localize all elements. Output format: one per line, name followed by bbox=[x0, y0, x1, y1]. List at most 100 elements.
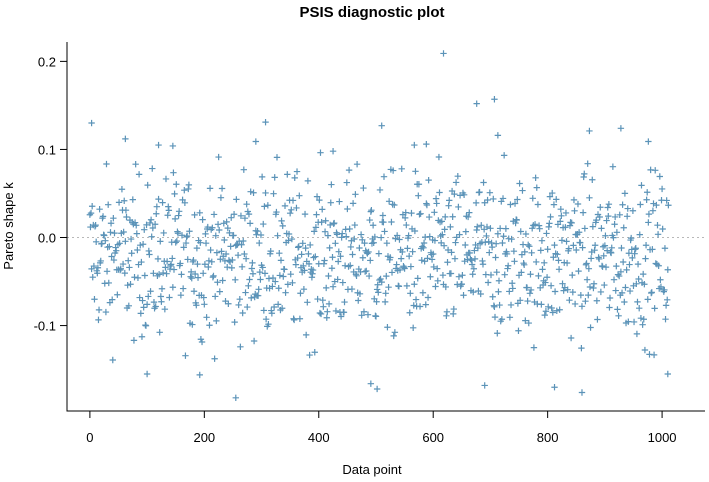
data-point bbox=[613, 262, 620, 270]
data-point bbox=[391, 329, 399, 336]
data-point bbox=[150, 298, 158, 306]
data-point bbox=[550, 201, 558, 208]
data-point bbox=[228, 214, 235, 221]
data-point bbox=[155, 141, 162, 149]
data-point bbox=[528, 225, 536, 232]
data-point bbox=[573, 246, 580, 254]
data-point bbox=[161, 306, 169, 313]
data-point bbox=[594, 316, 601, 323]
data-point bbox=[597, 204, 604, 211]
data-point bbox=[404, 245, 411, 252]
data-point bbox=[554, 251, 561, 258]
data-point bbox=[199, 216, 206, 223]
data-point bbox=[603, 247, 611, 254]
data-point bbox=[154, 255, 162, 263]
data-point bbox=[302, 244, 309, 252]
data-point bbox=[436, 189, 443, 196]
data-point bbox=[471, 247, 478, 254]
data-point bbox=[574, 200, 582, 208]
data-point bbox=[256, 239, 263, 247]
data-point bbox=[355, 297, 362, 304]
data-point bbox=[364, 311, 372, 318]
data-point bbox=[516, 180, 523, 187]
x-tick-label: 800 bbox=[537, 430, 559, 445]
data-point bbox=[327, 199, 334, 206]
data-point bbox=[332, 307, 340, 315]
data-point bbox=[245, 210, 253, 218]
data-point bbox=[494, 132, 502, 139]
data-point bbox=[532, 174, 539, 182]
data-point bbox=[486, 189, 494, 196]
data-point bbox=[385, 283, 392, 291]
data-point bbox=[499, 239, 506, 247]
data-point bbox=[209, 224, 216, 231]
data-point bbox=[533, 184, 540, 191]
data-point bbox=[468, 261, 476, 268]
data-point bbox=[226, 229, 233, 237]
data-point bbox=[385, 198, 393, 205]
data-point bbox=[433, 200, 440, 207]
data-point bbox=[110, 256, 118, 264]
data-point bbox=[151, 221, 159, 228]
data-point bbox=[136, 294, 143, 301]
data-point bbox=[579, 209, 587, 216]
data-point bbox=[109, 296, 116, 303]
data-point bbox=[173, 237, 181, 245]
data-point bbox=[446, 197, 453, 204]
data-point bbox=[393, 232, 401, 239]
data-point bbox=[632, 245, 639, 252]
data-point bbox=[390, 332, 397, 340]
data-point bbox=[175, 208, 183, 215]
data-point bbox=[555, 257, 562, 264]
data-point bbox=[661, 286, 668, 294]
data-point bbox=[268, 310, 276, 317]
data-point bbox=[482, 239, 489, 246]
data-point bbox=[319, 206, 326, 213]
data-point bbox=[383, 272, 390, 280]
data-point bbox=[123, 213, 130, 221]
data-point bbox=[174, 230, 182, 237]
data-point bbox=[373, 298, 380, 305]
data-point bbox=[343, 179, 351, 186]
data-point bbox=[222, 250, 230, 258]
data-point bbox=[531, 221, 539, 228]
data-point bbox=[139, 241, 147, 248]
data-point bbox=[657, 276, 664, 283]
data-point bbox=[381, 298, 389, 306]
data-point bbox=[587, 255, 595, 262]
data-point bbox=[293, 168, 301, 175]
data-point bbox=[416, 303, 424, 310]
data-point bbox=[249, 259, 256, 267]
data-point bbox=[579, 244, 586, 251]
data-point bbox=[584, 160, 591, 167]
data-point bbox=[290, 316, 298, 324]
data-point bbox=[121, 269, 128, 277]
data-point bbox=[514, 196, 521, 203]
data-point bbox=[189, 321, 196, 328]
data-point bbox=[202, 230, 209, 238]
data-point bbox=[493, 269, 500, 276]
data-point bbox=[637, 201, 644, 208]
data-point bbox=[300, 262, 307, 270]
data-point bbox=[369, 222, 377, 229]
data-point bbox=[103, 160, 110, 168]
data-point bbox=[125, 257, 132, 264]
x-tick-label: 1000 bbox=[648, 430, 677, 445]
data-point bbox=[479, 261, 487, 268]
data-point bbox=[166, 294, 173, 301]
data-point bbox=[455, 273, 463, 280]
data-point bbox=[256, 268, 264, 276]
data-point bbox=[170, 266, 178, 273]
data-point bbox=[335, 258, 342, 265]
data-point bbox=[150, 270, 157, 277]
data-point bbox=[152, 303, 159, 310]
data-point bbox=[331, 219, 338, 227]
data-point bbox=[284, 171, 291, 178]
data-point bbox=[165, 207, 173, 214]
data-point bbox=[520, 261, 528, 269]
data-point bbox=[179, 285, 187, 292]
data-point bbox=[125, 302, 132, 310]
data-point bbox=[608, 244, 615, 252]
data-point bbox=[210, 211, 218, 218]
